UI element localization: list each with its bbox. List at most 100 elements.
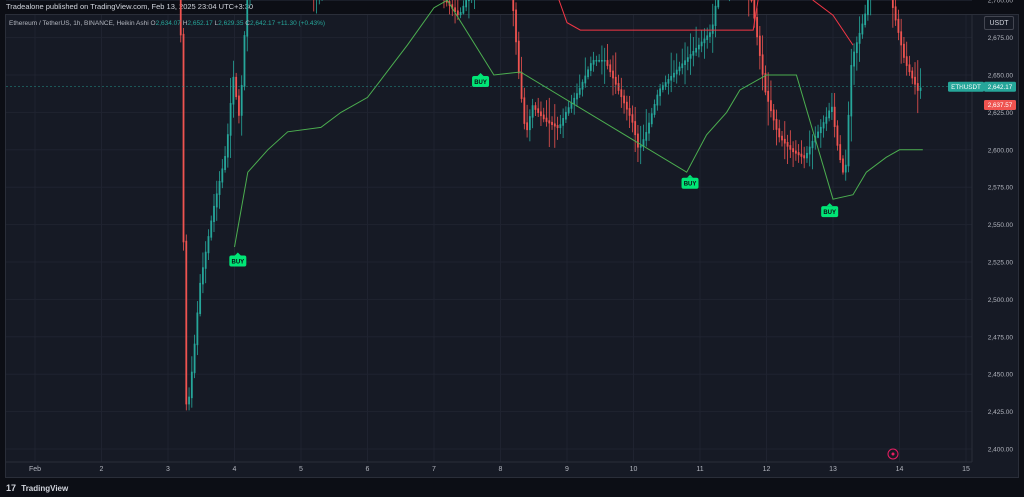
signal-label: BUY (474, 80, 487, 86)
jump-to-realtime-icon[interactable] (887, 448, 899, 460)
candle-up (692, 51, 695, 56)
price-tags: ETHUSDT 2,642.17 2,637.57 (948, 81, 1016, 110)
candle-down (797, 152, 800, 156)
candle-up (709, 32, 711, 37)
candle-up (711, 24, 714, 34)
candle-down (238, 95, 240, 116)
y-tick-label: 2,425.00 (988, 409, 1014, 416)
candle-up (531, 105, 534, 118)
candle-up (847, 114, 850, 167)
x-tick-label: 7 (432, 466, 436, 473)
candle-down (548, 120, 551, 124)
candle-up (196, 312, 199, 346)
candle-down (517, 40, 520, 74)
high-value: 2,652.17 (187, 20, 213, 27)
candle-up (459, 12, 462, 16)
candle-down (545, 117, 548, 122)
x-tick-label: 8 (499, 466, 503, 473)
candle-down (772, 109, 775, 121)
chart-grid (6, 0, 972, 462)
candle-down (789, 145, 792, 150)
signal-label: BUY (823, 210, 836, 216)
currency-button[interactable]: USDT (984, 16, 1014, 30)
candle-up (695, 47, 698, 53)
candle-up (188, 396, 190, 405)
x-tick-label: 2 (100, 466, 104, 473)
candle-up (828, 110, 831, 119)
candle-up (703, 38, 706, 44)
candle-up (207, 236, 210, 254)
y-tick-label: 2,675.00 (988, 35, 1014, 42)
candle-up (246, 0, 249, 37)
candle-down (537, 108, 540, 113)
candle-up (559, 124, 562, 129)
candle-up (678, 66, 681, 72)
y-tick-label: 2,700.00 (988, 0, 1014, 5)
candle-up (706, 35, 709, 41)
price-tag-text: 2,642.17 (988, 84, 1013, 91)
candle-up (573, 97, 576, 105)
candle-up (639, 145, 642, 148)
x-tick-label: 11 (696, 466, 703, 473)
price-axis: 2,400.00 2,425.00 2,450.00 2,475.00 2,500.00… (971, 0, 1014, 462)
candle-up (232, 76, 235, 105)
candle-up (567, 107, 570, 114)
candle-up (642, 139, 645, 147)
price-tag-text: ETHUSDT (951, 84, 981, 91)
candle-down (523, 97, 526, 124)
footer: 17 TradingView (6, 483, 68, 493)
candle-down (551, 121, 553, 125)
y-tick-label: 2,650.00 (988, 73, 1014, 80)
candle-down (897, 18, 900, 33)
candle-up (689, 54, 692, 59)
candle-up (221, 168, 224, 183)
candle-up (667, 79, 670, 84)
candle-up (603, 60, 606, 62)
candle-down (764, 73, 767, 93)
signal-label: BUY (231, 260, 244, 266)
candle-down (628, 108, 631, 116)
close-label: C (245, 20, 250, 27)
x-tick-label: 6 (366, 466, 370, 473)
candle-down (905, 56, 908, 66)
candle-up (468, 0, 470, 2)
candle-down (839, 144, 842, 161)
candle-down (634, 121, 637, 136)
signals: SELLSELLSELLBUYBUYBUYBUY (229, 73, 839, 267)
candle-up (240, 84, 243, 116)
candle-down (767, 90, 770, 102)
open-label: O (150, 20, 156, 27)
candle-down (606, 60, 609, 66)
candle-down (794, 150, 797, 154)
y-tick-label: 2,500.00 (988, 297, 1014, 304)
y-tick-label: 2,550.00 (988, 222, 1014, 229)
y-tick-label: 2,475.00 (988, 334, 1014, 341)
candle-down (454, 7, 456, 12)
candle-up (199, 282, 202, 314)
candle-up (595, 60, 598, 62)
signal-pointer (477, 73, 484, 77)
candle-down (781, 135, 783, 141)
candle-down (534, 105, 537, 110)
candle-up (204, 251, 207, 269)
candle-down (542, 114, 545, 120)
top-bar: Tradealone published on TradingView.com,… (0, 0, 1024, 14)
candle-up (215, 193, 218, 208)
candle-up (645, 132, 648, 141)
candle-down (753, 0, 756, 19)
chart-panel[interactable] (5, 14, 1019, 478)
candle-up (700, 41, 703, 47)
high-label: H (182, 20, 188, 27)
y-tick-label: 2,600.00 (988, 147, 1014, 154)
candle-up (570, 102, 573, 109)
candle-up (675, 69, 678, 75)
candle-up (653, 103, 656, 115)
candle-up (210, 220, 213, 238)
y-tick-label: 2,625.00 (988, 110, 1014, 117)
candle-up (578, 88, 581, 95)
stop-line-up (234, 0, 923, 248)
candle-up (822, 122, 825, 129)
candle-down (786, 142, 789, 147)
candle-down (803, 155, 806, 159)
